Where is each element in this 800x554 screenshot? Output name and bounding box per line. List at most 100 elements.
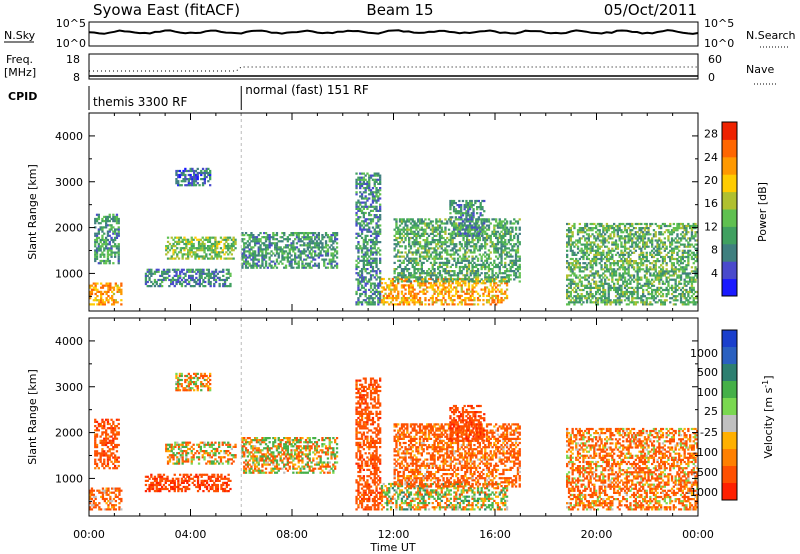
power-echo-cell — [566, 235, 569, 238]
power-echo-cell — [103, 238, 106, 242]
power-echo-cell — [468, 226, 472, 229]
power-echo-cell — [209, 282, 212, 286]
power-echo-cell — [114, 299, 117, 302]
power-echo-cell — [395, 303, 398, 306]
power-echo-cell — [373, 245, 376, 248]
power-echo-cell — [255, 262, 259, 265]
power-echo-cell — [647, 280, 650, 283]
power-echo-cell — [444, 272, 447, 275]
power-echo-cell — [585, 286, 589, 289]
power-echo-cell — [440, 276, 443, 279]
power-echo-cell — [391, 282, 394, 285]
power-echo-cell — [614, 274, 618, 277]
power-echo-cell — [600, 251, 603, 254]
power-echo-cell — [656, 241, 659, 244]
power-echo-cell — [578, 295, 581, 298]
power-echo-cell — [418, 278, 422, 281]
power-echo-cell — [310, 248, 313, 251]
power-echo-cell — [373, 261, 376, 264]
power-echo-cell — [573, 260, 576, 263]
power-echo-cell — [493, 282, 496, 285]
power-echo-cell — [658, 260, 661, 263]
power-echo-cell — [328, 262, 331, 265]
power-echo-cell — [393, 268, 396, 271]
power-echo-cell — [323, 260, 326, 263]
power-echo-cell — [471, 255, 474, 258]
power-echo-cell — [595, 264, 598, 267]
power-echo-cell — [649, 293, 652, 296]
power-echo-cell — [408, 220, 411, 223]
power-echo-cell — [97, 215, 100, 218]
power-echo-cell — [435, 228, 438, 231]
power-echo-cell — [467, 230, 470, 233]
power-echo-cell — [483, 230, 486, 233]
power-echo-cell — [504, 277, 507, 281]
power-echo-cell — [173, 270, 176, 273]
power-echo-cell — [420, 226, 423, 229]
power-echo-cell — [485, 239, 489, 242]
power-echo-cell — [609, 262, 612, 265]
power-echo-cell — [454, 210, 457, 213]
power-echo-cell — [627, 227, 630, 230]
power-echo-cell — [632, 297, 636, 300]
power-echo-cell — [230, 247, 233, 250]
power-echo-cell — [636, 288, 639, 292]
power-echo-cell — [471, 278, 474, 281]
power-echo-cell — [116, 286, 119, 289]
power-echo-cell — [330, 236, 333, 239]
power-echo-cell — [369, 174, 373, 177]
power-echo-cell — [317, 266, 320, 269]
power-echo-cell — [502, 228, 505, 231]
power-echo-cell — [207, 240, 210, 243]
power-echo-cell — [250, 252, 253, 255]
power-echo-cell — [446, 245, 449, 248]
power-echo-cell — [286, 260, 289, 263]
power-echo-cell — [609, 284, 612, 287]
power-echo-cell — [274, 248, 277, 251]
power-echo-cell — [183, 249, 186, 252]
power-echo-cell — [360, 278, 364, 281]
power-echo-cell — [589, 290, 592, 294]
power-echo-cell — [493, 278, 496, 281]
power-echo-cell — [656, 286, 659, 289]
power-echo-cell — [112, 245, 115, 248]
power-echo-cell — [148, 278, 151, 282]
power-echo-cell — [369, 247, 373, 250]
power-echo-cell — [248, 250, 251, 253]
power-echo-cell — [505, 284, 509, 287]
power-echo-cell — [654, 249, 657, 252]
power-echo-cell — [636, 237, 639, 240]
power-echo-cell — [357, 218, 360, 221]
power-echo-cell — [576, 297, 580, 300]
power-echo-cell — [652, 255, 656, 259]
power-echo-cell — [440, 261, 443, 264]
power-echo-cell — [417, 299, 420, 302]
power-echo-cell — [440, 257, 443, 260]
power-echo-cell — [371, 270, 375, 273]
power-echo-cell — [89, 297, 92, 300]
power-echo-cell — [402, 270, 405, 273]
power-echo-cell — [364, 276, 367, 279]
power-echo-cell — [647, 303, 650, 306]
power-echo-cell — [283, 232, 286, 235]
power-echo-cell — [308, 242, 311, 245]
power-echo-cell — [157, 278, 160, 282]
power-echo-cell — [471, 241, 474, 244]
power-echo-cell — [277, 262, 280, 265]
power-echo-cell — [189, 184, 192, 187]
power-echo-cell — [375, 263, 378, 266]
power-echo-cell — [452, 199, 456, 203]
power-echo-cell — [451, 230, 454, 233]
power-echo-cell — [487, 228, 491, 231]
power-echo-cell — [95, 251, 99, 254]
power-echo-cell — [404, 299, 407, 302]
power-echo-cell — [476, 208, 479, 211]
power-echo-cell — [411, 253, 414, 256]
power-echo-cell — [596, 233, 600, 236]
power-echo-cell — [475, 265, 478, 269]
power-echo-cell — [408, 276, 411, 279]
power-echo-cell — [500, 272, 503, 275]
power-echo-cell — [634, 301, 637, 304]
power-echo-cell — [116, 301, 119, 304]
power-echo-cell — [634, 262, 637, 265]
